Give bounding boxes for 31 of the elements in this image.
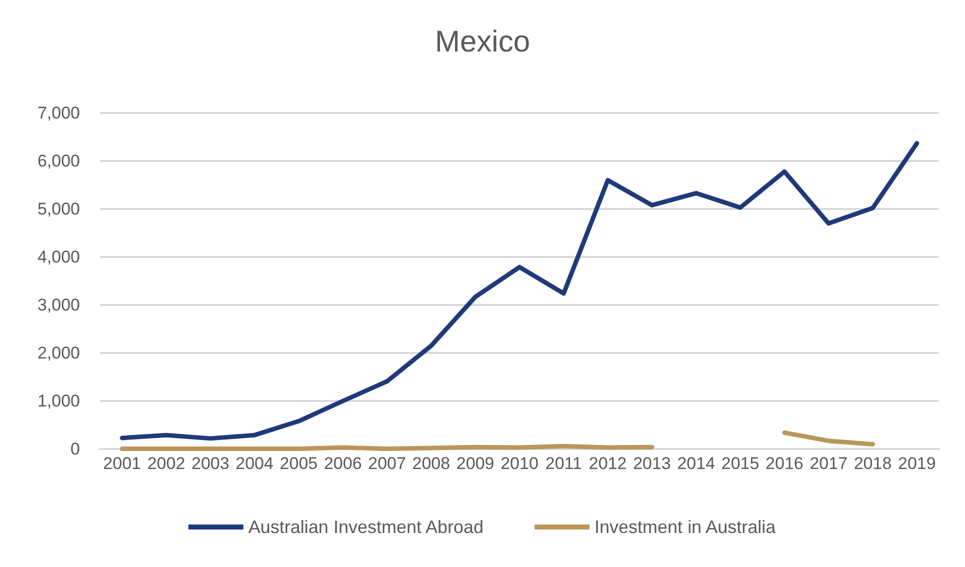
x-tick-label: 2005 [280, 454, 318, 473]
x-tick-label: 2014 [677, 454, 716, 473]
x-tick-label: 2007 [368, 454, 406, 473]
y-tick-label: 5,000 [37, 200, 80, 218]
x-tick-label: 2016 [766, 454, 804, 473]
y-tick-label: 4,000 [37, 248, 80, 266]
y-tick-label: 6,000 [37, 152, 80, 170]
x-tick-label: 2013 [633, 454, 671, 473]
y-tick-label: 2,000 [37, 344, 80, 362]
x-tick-label: 2004 [236, 454, 274, 473]
legend-label: Australian Investment Abroad [248, 517, 484, 537]
x-tick-label: 2017 [810, 454, 848, 473]
x-tick-label: 2003 [191, 454, 230, 473]
y-tick-label: 1,000 [37, 392, 80, 410]
x-tick-label: 2015 [721, 454, 760, 473]
x-tick-label: 2008 [412, 454, 450, 473]
y-tick-label: 3,000 [37, 296, 80, 314]
x-tick-label: 2001 [103, 454, 141, 473]
x-tick-label: 2011 [545, 454, 582, 473]
x-tick-label: 2006 [324, 454, 362, 473]
x-tick-label: 2012 [588, 454, 627, 473]
y-tick-label: 0 [70, 440, 80, 458]
x-tick-label: 2009 [456, 454, 494, 473]
x-tick-label: 2018 [854, 454, 892, 473]
line-series [120, 140, 920, 441]
x-tick-label: 2019 [898, 454, 936, 473]
chart-title: Mexico [434, 26, 530, 58]
legend-label: Investment in Australia [594, 517, 777, 537]
y-tick-label: 7,000 [37, 104, 80, 122]
x-tick-label: 2010 [500, 454, 538, 473]
x-tick-label: 2002 [147, 454, 186, 473]
